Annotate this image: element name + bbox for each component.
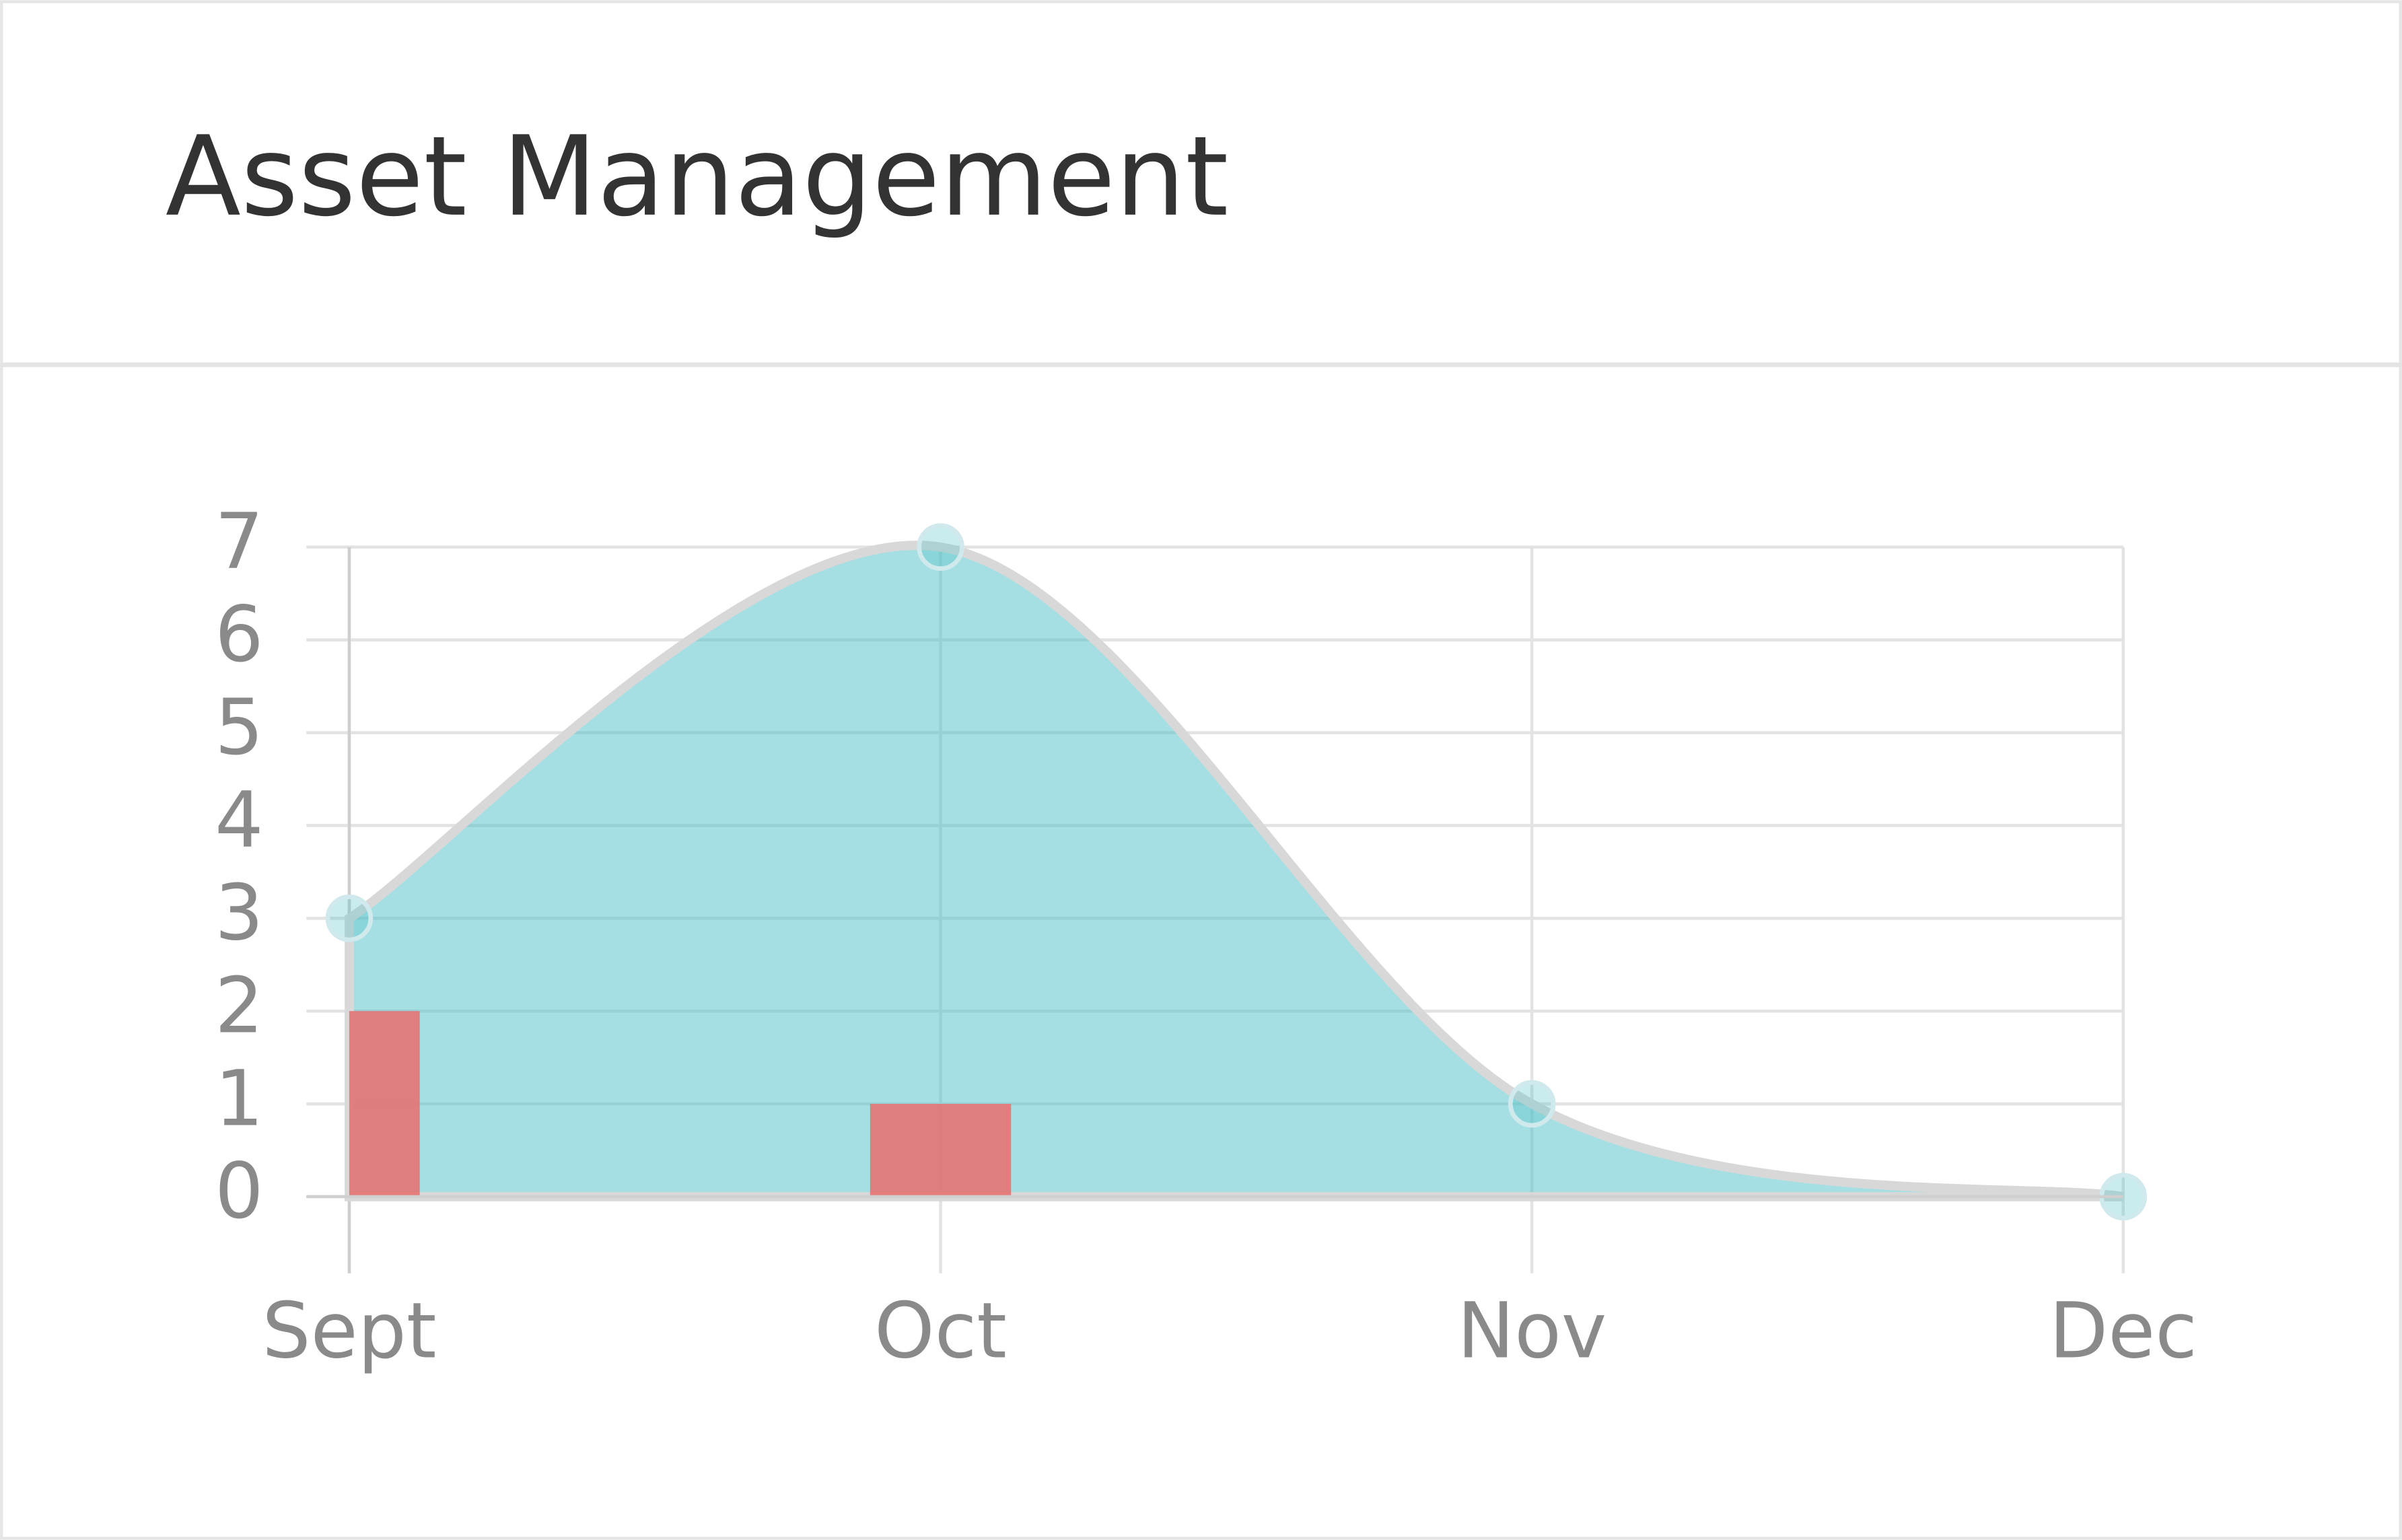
bar [870,1104,1012,1197]
point [917,523,964,571]
x-tick-label: Oct [874,1286,1007,1375]
bar [349,1011,420,1197]
point [325,895,374,942]
y-tick-label: 2 [215,960,263,1050]
bars [349,1011,1012,1197]
y-tick-label: 7 [215,497,263,586]
y-tick-label: 4 [215,775,263,865]
x-tick-label: Nov [1457,1286,1606,1375]
marks [306,523,2148,1221]
y-tick-label: 1 [215,1053,263,1143]
y-tick-label: 3 [215,868,263,958]
chart-title: Asset Management [166,112,1229,241]
point [1508,1080,1556,1128]
y-tick-label: 0 [215,1146,263,1236]
y-tick-label: 5 [215,682,263,772]
y-tick-label: 6 [215,590,263,679]
x-tick-label: Sept [262,1286,436,1375]
area [345,540,2124,1201]
x-tick-label: Dec [2049,1286,2197,1375]
